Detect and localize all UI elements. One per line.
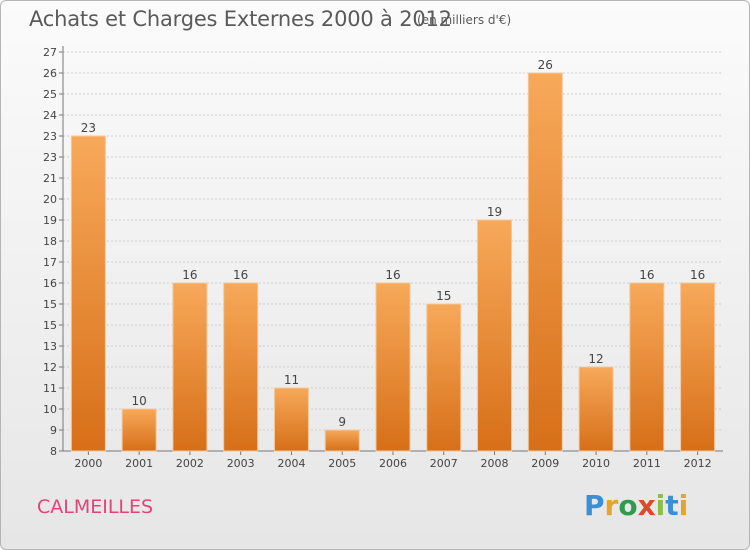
axes: 8 9 10 11 12 13 15 15 16 17 18 19 20 21 23 23 24 25 26 27 20…: [43, 46, 723, 470]
x-tick-label: 2001: [125, 457, 153, 470]
y-tick-label: 15: [43, 319, 57, 332]
y-tick-label: 10: [43, 403, 57, 416]
bar-value-label: 10: [132, 394, 147, 408]
bar: [273, 387, 309, 452]
x-tick-label: 2004: [277, 457, 305, 470]
bar: [223, 282, 259, 452]
chart-subtitle: (en milliers d'€): [417, 13, 512, 27]
logo-letter: i: [655, 489, 666, 522]
x-tick-label: 2010: [582, 457, 610, 470]
bar: [375, 282, 411, 452]
y-tick-label: 19: [43, 214, 57, 227]
logo-letter: r: [604, 489, 619, 522]
bars: 23 10 16 16 11 9 16 15 19 26 12 16 16: [70, 58, 716, 452]
y-tick-label: 12: [43, 361, 57, 374]
y-tick-label: 26: [43, 67, 57, 80]
bar: [578, 366, 614, 452]
bar-value-label: 16: [182, 268, 197, 282]
y-tick-label: 27: [43, 46, 57, 59]
x-tick-label: 2005: [328, 457, 356, 470]
y-tick-label: 16: [43, 277, 57, 290]
bar: [527, 72, 563, 452]
x-tick-label: 2006: [379, 457, 407, 470]
bar: [172, 282, 208, 452]
chart-title: Achats et Charges Externes 2000 à 2012: [29, 7, 452, 31]
bar: [70, 135, 106, 452]
x-tick-label: 2012: [684, 457, 712, 470]
y-tick-label: 15: [43, 298, 57, 311]
y-tick-label: 13: [43, 340, 57, 353]
bar: [426, 303, 462, 452]
logo-letter: P: [584, 489, 605, 522]
logo-letter: t: [665, 489, 679, 522]
bar-value-label: 16: [233, 268, 248, 282]
bar-value-label: 16: [385, 268, 400, 282]
logo-letter: i: [678, 489, 689, 522]
x-tick-label: 2000: [74, 457, 102, 470]
x-tick-label: 2007: [430, 457, 458, 470]
x-tick-label: 2009: [531, 457, 559, 470]
y-tick-label: 17: [43, 256, 57, 269]
logo-letter: x: [637, 489, 656, 522]
y-tick-label: 25: [43, 88, 57, 101]
bar-value-label: 12: [588, 352, 603, 366]
bar: [324, 429, 360, 452]
y-tick-label: 20: [43, 193, 57, 206]
x-tick-label: 2011: [633, 457, 661, 470]
logo-letter: o: [618, 489, 638, 522]
proxiti-logo: Proxiti: [584, 489, 688, 522]
x-tick-label: 2002: [176, 457, 204, 470]
y-tick-label: 23: [43, 151, 57, 164]
bar-value-label: 16: [690, 268, 705, 282]
bar: [680, 282, 716, 452]
y-tick-label: 21: [43, 172, 57, 185]
bar: [477, 219, 513, 452]
bar-value-label: 9: [338, 415, 346, 429]
bar-value-label: 26: [538, 58, 553, 72]
y-tick-label: 9: [50, 424, 57, 437]
y-tick-label: 18: [43, 235, 57, 248]
x-tick-label: 2008: [481, 457, 509, 470]
y-tick-label: 24: [43, 109, 57, 122]
bar: [629, 282, 665, 452]
bar-value-label: 16: [639, 268, 654, 282]
bar-value-label: 15: [436, 289, 451, 303]
bar-value-label: 11: [284, 373, 299, 387]
y-tick-label: 8: [50, 445, 57, 458]
bar: [121, 408, 157, 452]
y-tick-label: 23: [43, 130, 57, 143]
bar-chart: 8 9 10 11 12 13 15 15 16 17 18 19 20 21 23 23 24 25 26 27 20…: [43, 46, 723, 470]
x-tick-label: 2003: [227, 457, 255, 470]
bar-value-label: 23: [81, 121, 96, 135]
y-tick-label: 11: [43, 382, 57, 395]
bar-value-label: 19: [487, 205, 502, 219]
commune-name: CALMEILLES: [37, 496, 154, 518]
